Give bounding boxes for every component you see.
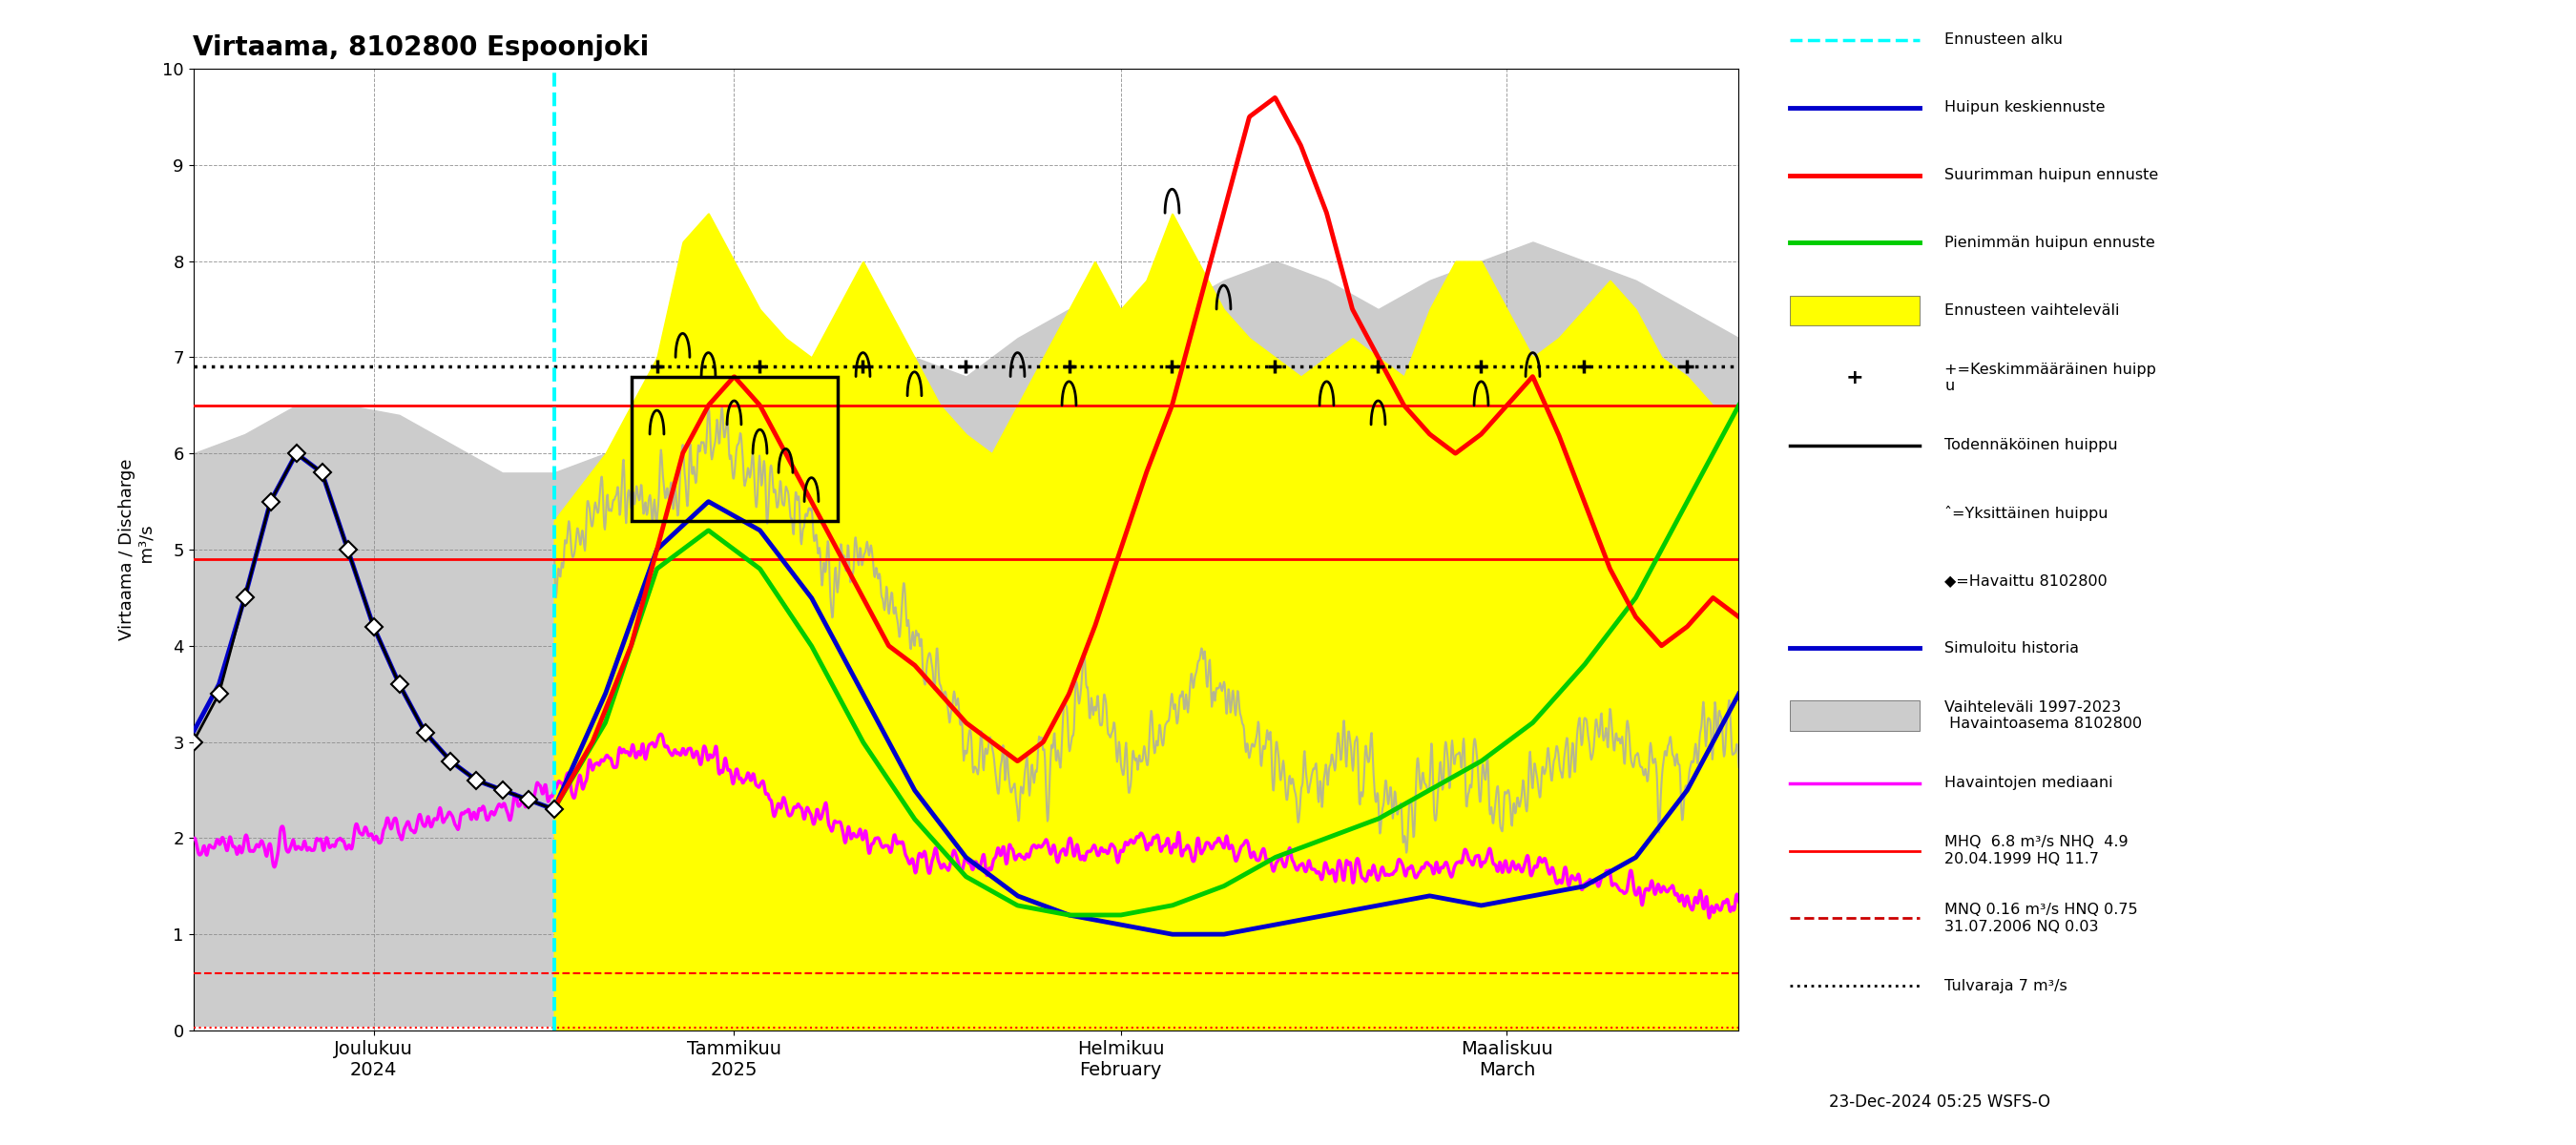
Text: Simuloitu historia: Simuloitu historia bbox=[1945, 641, 2079, 655]
Text: +: + bbox=[1847, 369, 1862, 387]
Text: Vaihteleväli 1997-2023
 Havaintoasema 8102800: Vaihteleväli 1997-2023 Havaintoasema 810… bbox=[1945, 700, 2143, 731]
Text: Suurimman huipun ennuste: Suurimman huipun ennuste bbox=[1945, 168, 2159, 182]
Text: +=Keskimmääräinen huipp
u: +=Keskimmääräinen huipp u bbox=[1945, 362, 2156, 394]
Text: Todennäköinen huippu: Todennäköinen huippu bbox=[1945, 439, 2117, 452]
Text: Huipun keskiennuste: Huipun keskiennuste bbox=[1945, 101, 2105, 114]
Text: Virtaama, 8102800 Espoonjoki: Virtaama, 8102800 Espoonjoki bbox=[193, 34, 649, 61]
Text: MNQ 0.16 m³/s HNQ 0.75
31.07.2006 NQ 0.03: MNQ 0.16 m³/s HNQ 0.75 31.07.2006 NQ 0.0… bbox=[1945, 902, 2138, 933]
Text: Ennusteen alku: Ennusteen alku bbox=[1945, 33, 2063, 47]
Text: Ennusteen vaihteleväli: Ennusteen vaihteleväli bbox=[1945, 303, 2120, 317]
Y-axis label: Virtaama / Discharge
  m³/s: Virtaama / Discharge m³/s bbox=[118, 459, 155, 640]
Text: Pienimmän huipun ennuste: Pienimmän huipun ennuste bbox=[1945, 236, 2156, 250]
Bar bbox=[631, 377, 837, 521]
Text: 23-Dec-2024 05:25 WSFS-O: 23-Dec-2024 05:25 WSFS-O bbox=[1829, 1093, 2050, 1111]
Text: Havaintojen mediaani: Havaintojen mediaani bbox=[1945, 776, 2112, 790]
Text: MHQ  6.8 m³/s NHQ  4.9
20.04.1999 HQ 11.7: MHQ 6.8 m³/s NHQ 4.9 20.04.1999 HQ 11.7 bbox=[1945, 836, 2128, 866]
Text: ˆ=Yksittäinen huippu: ˆ=Yksittäinen huippu bbox=[1945, 505, 2110, 521]
Text: Tulvaraja 7 m³/s: Tulvaraja 7 m³/s bbox=[1945, 979, 2069, 993]
Text: ◆=Havaittu 8102800: ◆=Havaittu 8102800 bbox=[1945, 574, 2107, 587]
